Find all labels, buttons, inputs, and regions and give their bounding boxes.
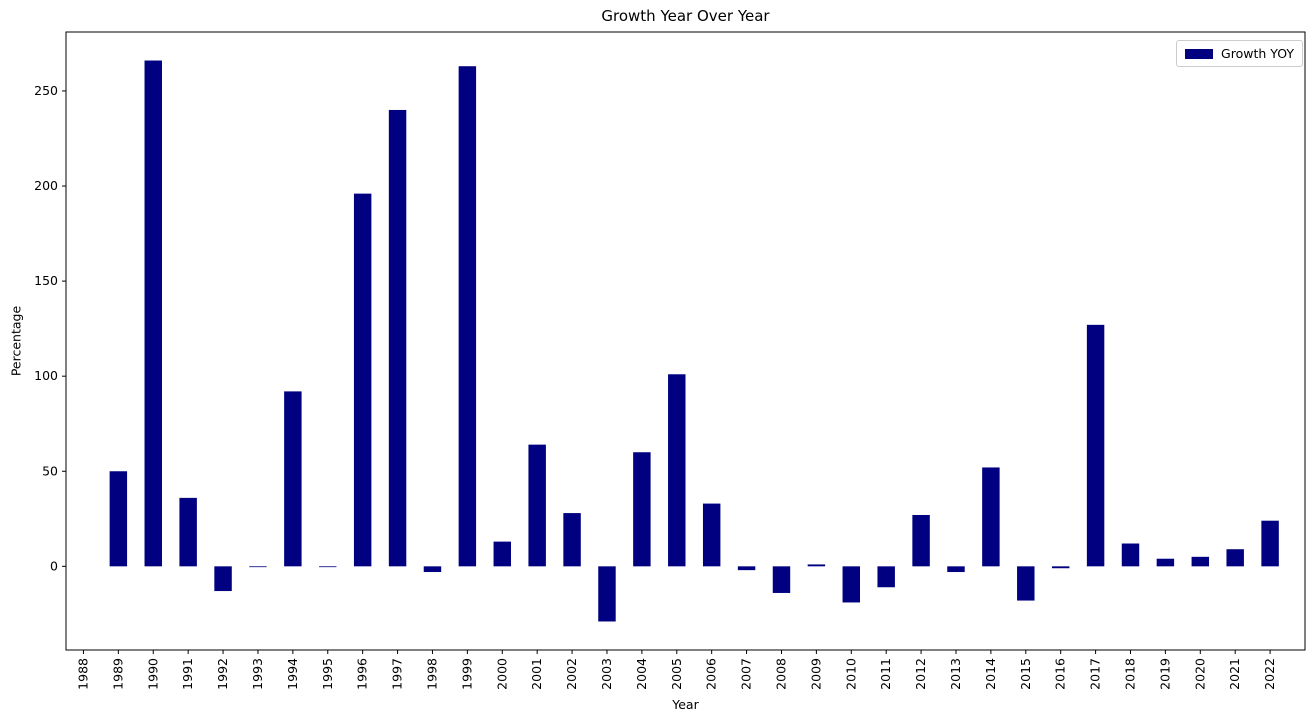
- x-tick-label-1999: 1999: [459, 658, 474, 690]
- bar-2015: [1017, 566, 1035, 601]
- x-tick-label-2005: 2005: [669, 658, 684, 690]
- bar-1997: [388, 109, 407, 567]
- bar-1996: [353, 193, 372, 567]
- x-tick-label-1993: 1993: [250, 658, 265, 690]
- x-tick-label-2017: 2017: [1088, 658, 1103, 690]
- bar-2003: [598, 566, 616, 622]
- bar-1992: [214, 566, 232, 592]
- bar-2021: [1226, 549, 1244, 567]
- x-tick-label-2019: 2019: [1157, 658, 1172, 690]
- x-tick-label-2020: 2020: [1192, 658, 1207, 690]
- y-tick-label-200: 200: [34, 178, 58, 193]
- plot-frame: [65, 31, 1306, 651]
- x-tick-label-2021: 2021: [1227, 658, 1242, 690]
- x-tick-label-2010: 2010: [843, 658, 858, 690]
- x-tick-label-2009: 2009: [808, 658, 823, 690]
- x-tick-label-1995: 1995: [320, 658, 335, 690]
- x-tick-label-2003: 2003: [599, 658, 614, 690]
- bar-2004: [633, 452, 651, 567]
- x-tick-label-2000: 2000: [494, 658, 509, 690]
- bar-2022: [1261, 520, 1279, 567]
- bar-2010: [842, 566, 861, 603]
- x-tick-label-2015: 2015: [1018, 658, 1033, 690]
- bar-1995: [319, 566, 337, 568]
- x-tick-label-2001: 2001: [529, 658, 544, 690]
- x-tick-label-2018: 2018: [1122, 658, 1137, 690]
- bar-2019: [1156, 558, 1175, 567]
- bar-2011: [877, 566, 895, 588]
- bar-2006: [702, 503, 721, 567]
- bar-1991: [179, 497, 197, 567]
- x-tick-label-1998: 1998: [424, 658, 439, 690]
- x-tick-label-1992: 1992: [215, 658, 230, 690]
- x-tick-label-2014: 2014: [983, 658, 998, 690]
- y-tick-label-250: 250: [34, 83, 58, 98]
- bar-1999: [458, 66, 477, 567]
- x-tick-label-2006: 2006: [704, 658, 719, 690]
- y-axis-label: Percentage: [8, 305, 24, 377]
- legend-label: Growth YOY: [1221, 46, 1294, 61]
- y-tick-label-0: 0: [50, 558, 58, 573]
- x-tick-label-1994: 1994: [285, 658, 300, 690]
- y-tick-label-100: 100: [34, 368, 58, 383]
- bar-1994: [284, 391, 302, 567]
- x-tick-label-2012: 2012: [913, 658, 928, 690]
- bar-1990: [144, 60, 162, 567]
- x-tick-label-1988: 1988: [75, 658, 90, 690]
- bar-2018: [1121, 543, 1140, 567]
- bar-1989: [109, 471, 128, 567]
- x-tick-label-1990: 1990: [145, 658, 160, 690]
- bar-2020: [1191, 556, 1210, 567]
- bar-2005: [668, 374, 686, 567]
- chart-title: Growth Year Over Year: [601, 7, 770, 25]
- x-tick-label-2013: 2013: [948, 658, 963, 690]
- x-tick-label-1997: 1997: [390, 658, 405, 690]
- legend-swatch: [1185, 48, 1214, 59]
- bar-2008: [772, 566, 791, 593]
- bar-2014: [982, 467, 1000, 567]
- x-tick-label-1991: 1991: [180, 658, 195, 690]
- x-tick-label-2007: 2007: [739, 658, 754, 690]
- bar-2012: [912, 514, 930, 567]
- bar-1998: [423, 566, 442, 573]
- y-tick-label-50: 50: [42, 463, 58, 478]
- x-tick-label-2004: 2004: [634, 658, 649, 690]
- legend: Growth YOY: [1176, 40, 1303, 67]
- x-tick-label-2016: 2016: [1053, 658, 1068, 690]
- y-tick-label-150: 150: [34, 273, 58, 288]
- x-tick-label-2008: 2008: [773, 658, 788, 690]
- bar-2007: [737, 566, 756, 571]
- x-tick-label-2022: 2022: [1262, 658, 1277, 690]
- x-tick-label-2011: 2011: [878, 658, 893, 690]
- bar-1993: [249, 566, 267, 568]
- bar-2002: [563, 513, 581, 567]
- x-axis-label: Year: [672, 697, 699, 712]
- bar-2001: [528, 444, 546, 567]
- bar-2017: [1086, 324, 1105, 567]
- x-tick-label-1996: 1996: [355, 658, 370, 690]
- bar-2016: [1051, 566, 1070, 569]
- bar-2000: [493, 541, 511, 567]
- x-tick-label-1989: 1989: [110, 658, 125, 690]
- bar-2009: [807, 564, 826, 567]
- bar-2013: [947, 566, 965, 573]
- x-tick-label-2002: 2002: [564, 658, 579, 690]
